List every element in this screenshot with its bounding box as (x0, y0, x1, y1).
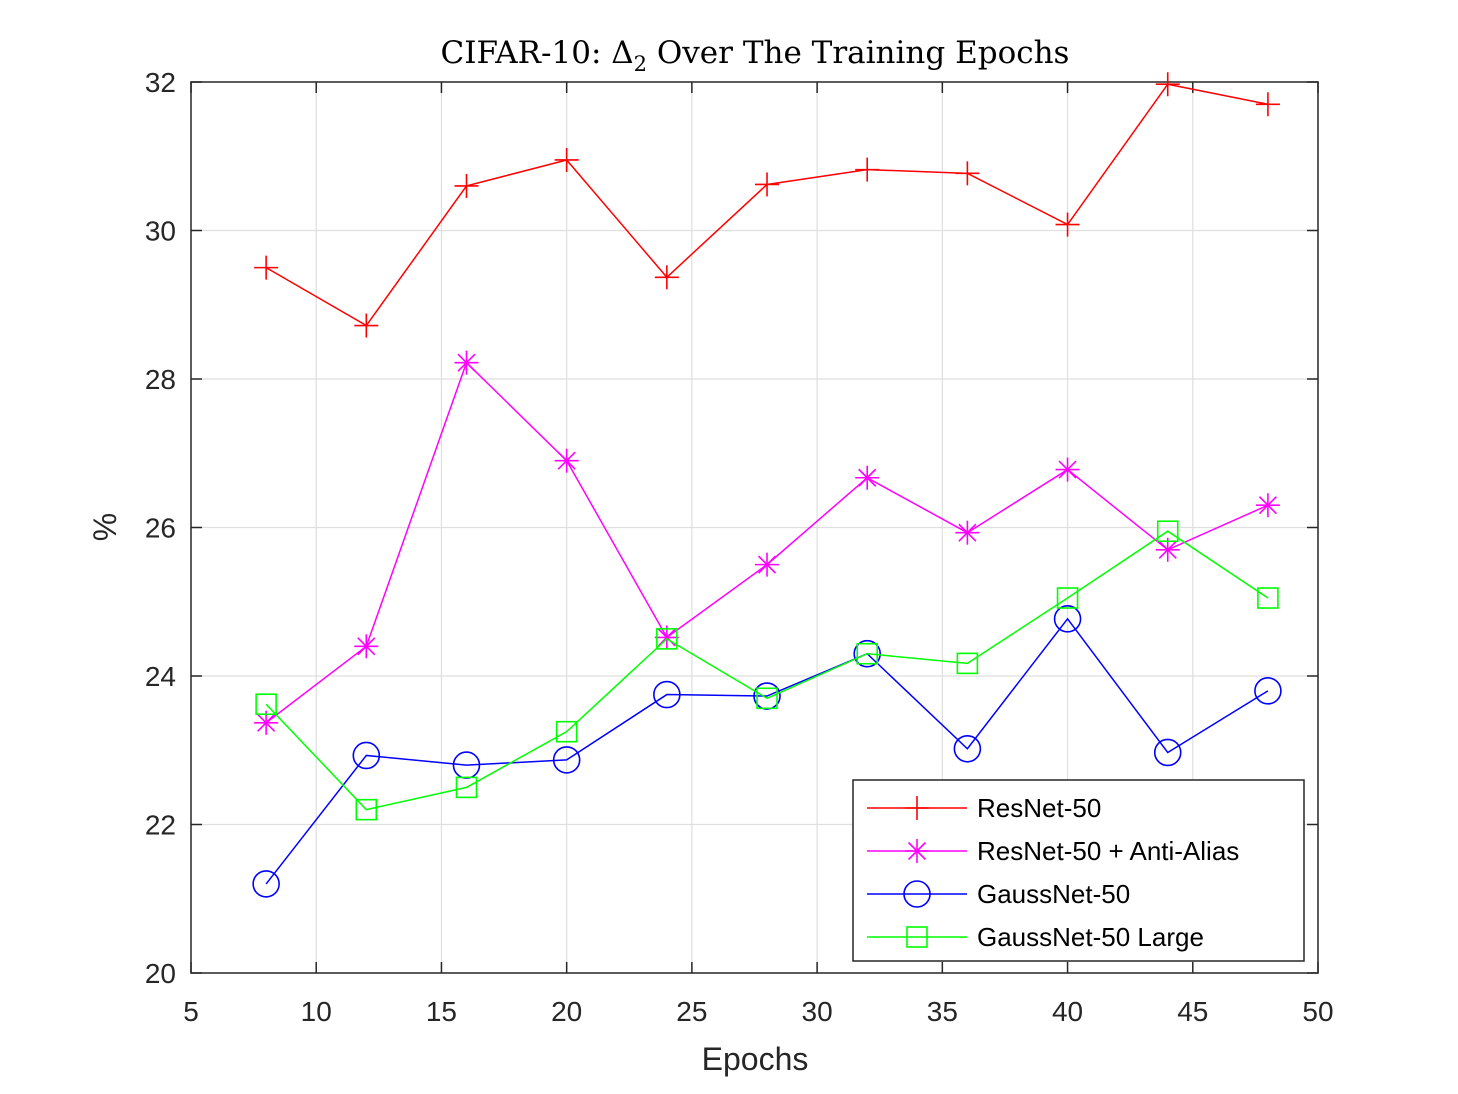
x-tick-label: 10 (301, 996, 332, 1027)
data-point (956, 652, 979, 675)
legend-label: GaussNet-50 (977, 879, 1130, 909)
data-point (653, 680, 681, 709)
data-point (554, 147, 579, 172)
data-point (1056, 587, 1079, 609)
x-tick-label: 25 (676, 996, 707, 1027)
data-point (1155, 72, 1180, 97)
data-point (554, 448, 579, 473)
x-tick-label: 30 (802, 996, 833, 1027)
x-tick-labels: 5 10 15 20 25 30 35 40 45 50 (183, 996, 1333, 1027)
y-tick-label: 22 (145, 810, 176, 841)
data-point (355, 798, 378, 821)
x-tick-label: 5 (183, 996, 199, 1027)
x-tick-label: 45 (1177, 996, 1208, 1027)
data-point (555, 720, 578, 743)
y-tick-label: 28 (145, 364, 176, 395)
data-point (255, 693, 277, 716)
legend-marker (905, 839, 929, 863)
data-point (953, 734, 982, 763)
legend-entry: ResNet-50 (867, 793, 1101, 823)
data-point (756, 687, 778, 710)
data-point (654, 265, 679, 290)
series-layer (252, 72, 1282, 898)
data-point (955, 161, 980, 186)
legend-entry: GaussNet-50 Large (867, 922, 1204, 952)
data-point (252, 870, 280, 898)
x-tick-label: 20 (551, 996, 582, 1027)
grid (191, 82, 1318, 973)
x-tick-label: 50 (1302, 996, 1333, 1027)
legend: ResNet-50 ResNet-50 + Anti-Alias GaussNet-… (852, 779, 1305, 962)
legend-label: ResNet-50 (977, 793, 1101, 823)
series-line (265, 617, 1269, 885)
y-tick-labels: 20 22 24 26 28 30 32 (145, 67, 176, 989)
data-point (855, 157, 880, 182)
legend-marker (905, 796, 929, 820)
data-point (755, 552, 780, 577)
data-point (552, 746, 581, 774)
data-point (853, 639, 882, 668)
legend-entry: GaussNet-50 (867, 879, 1130, 909)
legend-marker (906, 926, 928, 948)
y-tick-label: 26 (145, 513, 176, 544)
data-point (1255, 92, 1280, 117)
data-point (254, 255, 279, 280)
chart-title: CIFAR-10: Δ2 Over The Training Epochs (441, 35, 1070, 76)
data-point (354, 634, 379, 659)
legend-label: ResNet-50 + Anti-Alias (977, 836, 1239, 866)
legend-box (852, 779, 1305, 962)
series-3 (255, 520, 1279, 821)
y-tick-label: 24 (145, 661, 176, 692)
data-point (955, 520, 980, 545)
data-point (1153, 738, 1182, 767)
data-point (1156, 520, 1179, 543)
series-0 (254, 72, 1280, 338)
data-point (855, 465, 880, 490)
data-point (454, 350, 479, 375)
data-point (656, 628, 678, 650)
legend-label: GaussNet-50 Large (977, 922, 1204, 952)
data-point (254, 710, 279, 735)
y-tick-label: 32 (145, 67, 176, 98)
data-point (856, 642, 879, 665)
data-point (455, 776, 478, 799)
x-tick-label: 15 (426, 996, 457, 1027)
tick-marks (190, 81, 1319, 974)
y-tick-label: 30 (145, 216, 176, 247)
data-point (1055, 457, 1080, 482)
data-point (354, 313, 379, 338)
data-point (755, 172, 780, 197)
data-point (1254, 677, 1282, 705)
legend-entry: ResNet-50 + Anti-Alias (867, 836, 1239, 866)
data-point (1055, 212, 1080, 237)
x-tick-label: 35 (927, 996, 958, 1027)
data-point (1053, 605, 1082, 633)
data-point (1255, 493, 1280, 518)
data-point (1257, 587, 1279, 609)
x-axis-label: Epochs (702, 1041, 809, 1077)
y-tick-label: 20 (145, 958, 176, 989)
legend-marker (903, 880, 931, 908)
data-point (454, 173, 479, 198)
series-line (265, 530, 1269, 811)
y-axis-label: % (87, 513, 123, 541)
data-point (352, 741, 381, 770)
x-tick-label: 40 (1052, 996, 1083, 1027)
